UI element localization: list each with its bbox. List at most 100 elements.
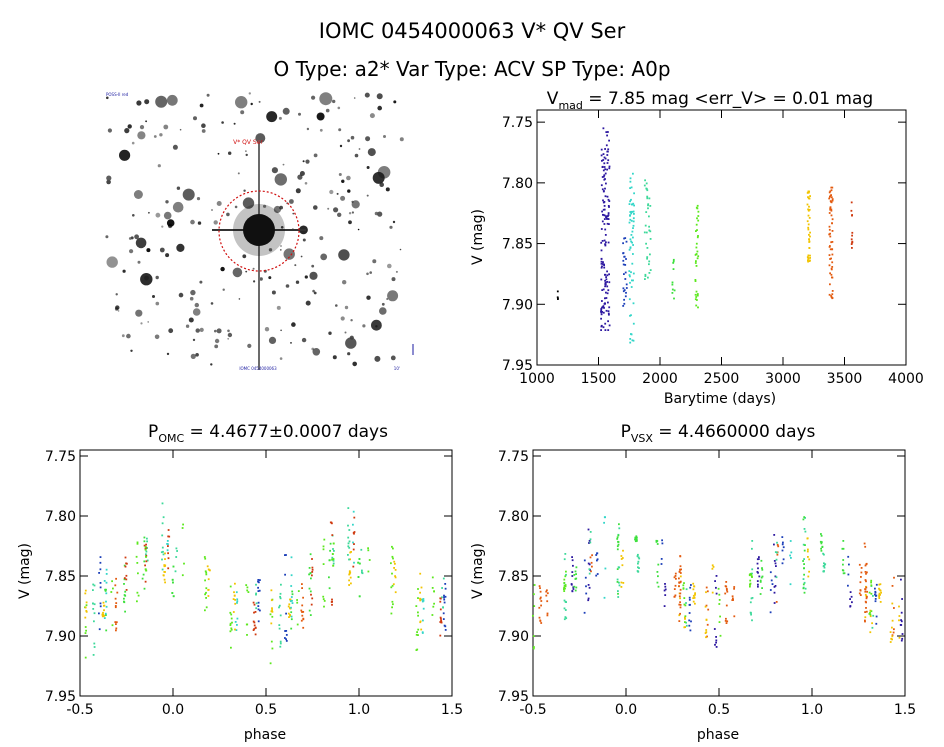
phase-vsx-point [684,604,687,607]
finder-star [271,290,276,295]
phase-vsx-point [674,594,677,597]
phase-vsx-point [620,581,623,584]
phase-vsx-point [748,573,751,576]
phase-omc-point [271,607,273,610]
target-star [243,214,275,246]
phase-omc-point [441,587,443,589]
phase-omc-point [234,602,237,605]
lightcurve-point [830,257,832,260]
phase-vsx-point [590,561,593,564]
phase-omc-point [253,621,256,624]
phase-vsx-point [774,551,777,553]
finder-star [266,111,278,123]
phase-vsx-point [678,577,680,580]
finder-star [165,200,169,204]
phase-omc-point [136,600,138,603]
finder-star [335,304,338,307]
finder-star [279,357,283,360]
finder-star [210,363,213,366]
phase-vsx-point [688,598,691,601]
phase-omc-point [296,599,298,601]
lightcurve-point [644,224,647,227]
phase-omc-point [290,615,293,618]
lightcurve-point [603,266,606,269]
phase-omc-point [103,604,106,607]
phase-vsx-point [878,597,881,599]
phase-vsx-point [820,547,822,550]
phase-vsx-point [678,620,681,622]
lightcurve-point [648,197,651,200]
finder-star [245,270,248,273]
lightcurve-point [622,305,625,307]
phase-vsx-point [683,582,685,584]
phase-omc-point [93,646,96,648]
finder-star [313,153,318,158]
phase-vsx-point [713,628,716,630]
finder-star [311,264,315,268]
phase-omc-point [229,624,232,626]
phase-vsx-point [571,590,574,592]
phase-vsx-point [750,612,752,614]
lightcurve-point [605,291,607,294]
phase-omc-point [255,592,257,595]
phase-omc-xlabel: phase [244,727,286,743]
finder-star [369,271,373,274]
lightcurve-point [607,289,610,292]
phase-vsx-point [751,619,753,622]
phase-vsx-point [775,576,778,579]
finder-star [242,254,247,259]
lightcurve-point [607,215,609,217]
phase-vsx-point [717,587,720,590]
lightcurve-point [602,214,605,216]
phase-omc-point [367,570,370,573]
phase-vsx-point [638,567,640,569]
phase-vsx-point [750,613,752,616]
finder-star [201,123,206,128]
phase-omc-point [162,553,165,556]
phase-omc-point [392,547,394,550]
phase-vsx-point [683,597,686,599]
lightcurve-point [605,278,608,281]
phase-vsx-point [679,606,682,609]
phase-vsx-point [773,586,776,588]
phase-vsx-point [760,559,763,562]
phase-omc-point [290,627,293,630]
phase-omc-point [297,590,300,592]
phase-vsx-point [620,558,623,560]
phase-omc-point [350,551,352,553]
phase-vsx-point [803,581,806,584]
finder-star [136,100,142,106]
phase-vsx-point [539,619,542,622]
phase-omc-point [229,611,232,614]
phase-omc-point [99,568,102,571]
phase-omc-point [348,579,350,582]
lightcurve-point [604,243,607,246]
phase-omc-point [233,594,236,597]
phase-vsx-point [707,608,710,611]
phase-vsx-point [616,568,619,570]
finder-star [279,249,282,251]
finder-star [176,243,185,252]
phase-vsx-point [682,584,685,587]
phase-vsx-point [618,584,621,587]
phase-vsx-point [596,558,599,561]
lightcurve-point [604,302,606,305]
phase-vsx-point [864,616,867,619]
lightcurve-point [622,242,624,245]
finder-star [211,209,213,211]
phase-omc-point [309,572,312,574]
phase-omc-point [347,554,349,556]
finder-star [339,144,343,148]
lightcurve-point [624,264,627,266]
phase-omc-point [161,522,164,525]
phase-vsx-point [563,558,566,561]
phase-vsx-point [573,574,576,576]
lightcurve-point [831,248,833,251]
lightcurve-point [606,292,609,295]
phase-omc-point [253,624,256,627]
phase-omc-point [394,591,397,594]
phase-vsx-point [773,560,776,562]
lightcurve-point [628,270,631,272]
phase-omc-point [172,581,174,584]
phase-vsx-point [823,566,826,569]
